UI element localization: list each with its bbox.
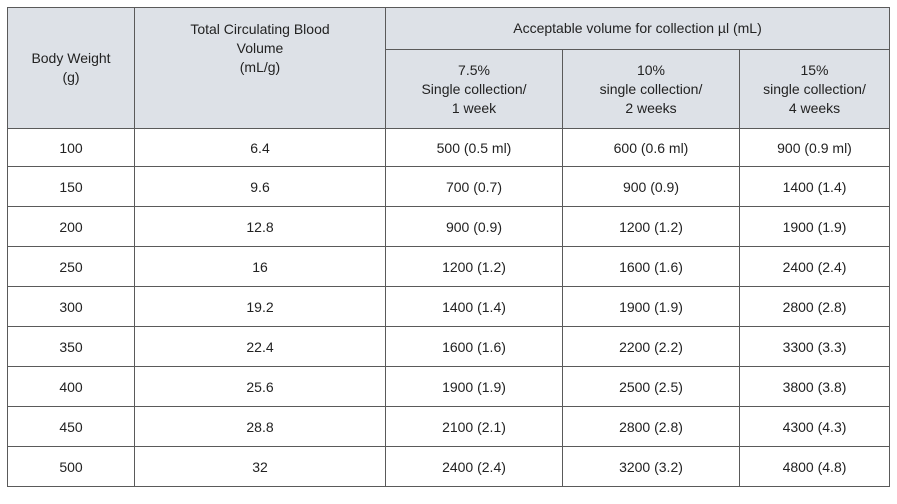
table-row: 500 32 2400 (2.4) 3200 (3.2) 4800 (4.8) [7, 446, 890, 487]
blood-collection-table-container: Body Weight (g) Total Circulating Blood … [7, 7, 890, 487]
cell-7-5-percent: 1400 (1.4) [385, 286, 563, 327]
cell-blood-volume: 28.8 [134, 406, 386, 447]
cell-body-weight: 450 [7, 406, 135, 447]
cell-body-weight: 150 [7, 166, 135, 207]
cell-15-percent: 2400 (2.4) [739, 246, 890, 287]
cell-10-percent: 2500 (2.5) [562, 366, 740, 407]
table-row: 400 25.6 1900 (1.9) 2500 (2.5) 3800 (3.8) [7, 366, 890, 407]
cell-7-5-percent: 2100 (2.1) [385, 406, 563, 447]
cell-10-percent: 3200 (3.2) [562, 446, 740, 487]
table-row: 300 19.2 1400 (1.4) 1900 (1.9) 2800 (2.8) [7, 286, 890, 327]
cell-body-weight: 350 [7, 326, 135, 367]
cell-7-5-percent: 2400 (2.4) [385, 446, 563, 487]
cell-7-5-percent: 1200 (1.2) [385, 246, 563, 287]
cell-blood-volume: 19.2 [134, 286, 386, 327]
cell-blood-volume: 32 [134, 446, 386, 487]
cell-blood-volume: 9.6 [134, 166, 386, 207]
table-header: Body Weight (g) Total Circulating Blood … [7, 7, 890, 129]
cell-7-5-percent: 900 (0.9) [385, 206, 563, 247]
cell-15-percent: 1900 (1.9) [739, 206, 890, 247]
header-7-5-percent: 7.5% Single collection/ 1 week [385, 49, 563, 129]
header-15-percent: 15% single collection/ 4 weeks [739, 49, 890, 129]
table-row: 350 22.4 1600 (1.6) 2200 (2.2) 3300 (3.3) [7, 326, 890, 367]
header-blood-volume: Total Circulating Blood Volume (mL/g) [134, 7, 386, 129]
cell-7-5-percent: 500 (0.5 ml) [385, 128, 563, 167]
cell-15-percent: 900 (0.9 ml) [739, 128, 890, 167]
cell-body-weight: 250 [7, 246, 135, 287]
cell-body-weight: 400 [7, 366, 135, 407]
cell-15-percent: 1400 (1.4) [739, 166, 890, 207]
cell-10-percent: 2200 (2.2) [562, 326, 740, 367]
cell-15-percent: 3300 (3.3) [739, 326, 890, 367]
cell-body-weight: 200 [7, 206, 135, 247]
cell-blood-volume: 12.8 [134, 206, 386, 247]
cell-15-percent: 4300 (4.3) [739, 406, 890, 447]
cell-10-percent: 1600 (1.6) [562, 246, 740, 287]
cell-blood-volume: 22.4 [134, 326, 386, 367]
cell-10-percent: 1900 (1.9) [562, 286, 740, 327]
cell-15-percent: 3800 (3.8) [739, 366, 890, 407]
cell-15-percent: 4800 (4.8) [739, 446, 890, 487]
table-row: 450 28.8 2100 (2.1) 2800 (2.8) 4300 (4.3) [7, 406, 890, 447]
cell-body-weight: 500 [7, 446, 135, 487]
cell-10-percent: 600 (0.6 ml) [562, 128, 740, 167]
header-acceptable-volume: Acceptable volume for collection µl (mL) [385, 7, 890, 50]
cell-15-percent: 2800 (2.8) [739, 286, 890, 327]
cell-7-5-percent: 700 (0.7) [385, 166, 563, 207]
cell-10-percent: 1200 (1.2) [562, 206, 740, 247]
cell-blood-volume: 25.6 [134, 366, 386, 407]
table-row: 200 12.8 900 (0.9) 1200 (1.2) 1900 (1.9) [7, 206, 890, 247]
table-row: 100 6.4 500 (0.5 ml) 600 (0.6 ml) 900 (0.9 m… [7, 128, 890, 167]
table-body: 100 6.4 500 (0.5 ml) 600 (0.6 ml) 900 (0.9 m… [7, 128, 890, 487]
cell-blood-volume: 6.4 [134, 128, 386, 167]
cell-body-weight: 100 [7, 128, 135, 167]
cell-7-5-percent: 1900 (1.9) [385, 366, 563, 407]
header-body-weight: Body Weight (g) [7, 7, 135, 129]
blood-collection-table: Body Weight (g) Total Circulating Blood … [7, 7, 890, 487]
table-row: 150 9.6 700 (0.7) 900 (0.9) 1400 (1.4) [7, 166, 890, 207]
cell-body-weight: 300 [7, 286, 135, 327]
cell-7-5-percent: 1600 (1.6) [385, 326, 563, 367]
header-10-percent: 10% single collection/ 2 weeks [562, 49, 740, 129]
table-row: 250 16 1200 (1.2) 1600 (1.6) 2400 (2.4) [7, 246, 890, 287]
cell-blood-volume: 16 [134, 246, 386, 287]
cell-10-percent: 2800 (2.8) [562, 406, 740, 447]
cell-10-percent: 900 (0.9) [562, 166, 740, 207]
